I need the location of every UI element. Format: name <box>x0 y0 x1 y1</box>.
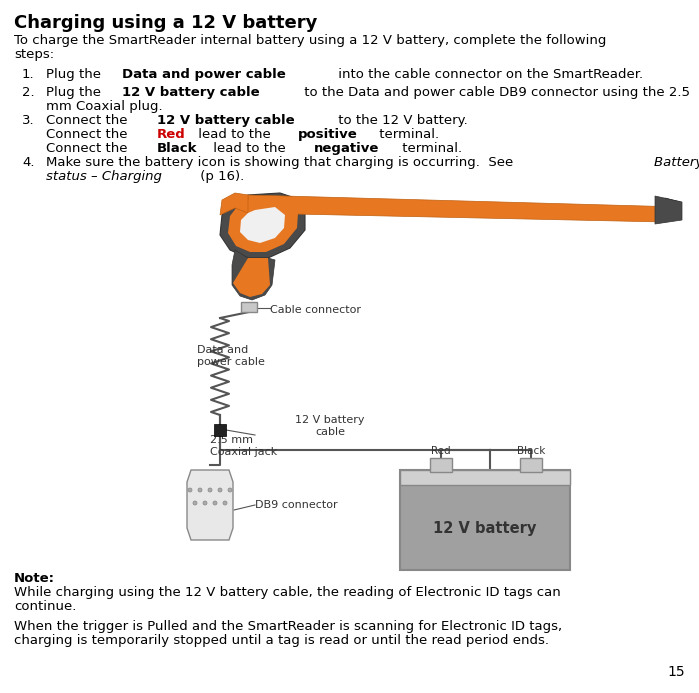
Circle shape <box>193 501 197 505</box>
Polygon shape <box>660 198 680 222</box>
Text: to the Data and power cable DB9 connector using the 2.5: to the Data and power cable DB9 connecto… <box>300 86 690 99</box>
Text: negative: negative <box>313 142 379 155</box>
Text: +: + <box>437 460 445 470</box>
Text: 12 V battery: 12 V battery <box>433 520 537 536</box>
Polygon shape <box>240 207 285 243</box>
Text: Connect the: Connect the <box>46 128 131 141</box>
Text: 4.: 4. <box>22 156 34 169</box>
Circle shape <box>218 488 222 492</box>
Text: steps:: steps: <box>14 48 54 61</box>
Bar <box>400 470 570 570</box>
Text: terminal.: terminal. <box>375 128 440 141</box>
Bar <box>400 470 570 485</box>
Text: Black: Black <box>517 446 545 456</box>
Polygon shape <box>220 193 305 258</box>
Circle shape <box>223 501 227 505</box>
Text: Data and power cable: Data and power cable <box>122 68 286 81</box>
Text: status – Charging: status – Charging <box>46 170 162 183</box>
Text: -: - <box>529 460 533 470</box>
Text: 1.: 1. <box>22 68 35 81</box>
Bar <box>430 458 452 472</box>
Polygon shape <box>248 195 680 222</box>
Text: 15: 15 <box>668 665 685 679</box>
Text: While charging using the 12 V battery cable, the reading of Electronic ID tags c: While charging using the 12 V battery ca… <box>14 586 561 599</box>
Text: Cable connector: Cable connector <box>270 305 361 315</box>
Text: DB9 connector: DB9 connector <box>255 500 338 510</box>
Polygon shape <box>655 196 682 224</box>
Polygon shape <box>233 258 270 297</box>
Text: Connect the: Connect the <box>46 142 131 155</box>
Text: To charge the SmartReader internal battery using a 12 V battery, complete the fo: To charge the SmartReader internal batte… <box>14 34 606 47</box>
Text: Data and
power cable: Data and power cable <box>197 345 265 367</box>
Text: 12 V battery cable: 12 V battery cable <box>122 86 260 99</box>
Text: continue.: continue. <box>14 600 76 613</box>
Circle shape <box>188 488 192 492</box>
Text: mm Coaxial plug.: mm Coaxial plug. <box>46 100 163 113</box>
Text: Red: Red <box>431 446 451 456</box>
Text: 2.: 2. <box>22 86 35 99</box>
Bar <box>214 424 226 436</box>
Text: Red: Red <box>157 128 185 141</box>
Text: 3.: 3. <box>22 114 35 127</box>
Text: (p 16).: (p 16). <box>196 170 244 183</box>
Text: 12 V battery
cable: 12 V battery cable <box>295 415 365 437</box>
Text: Connect the: Connect the <box>46 114 131 127</box>
Bar <box>520 458 542 472</box>
Circle shape <box>208 488 212 492</box>
Text: lead to the: lead to the <box>194 128 275 141</box>
Text: charging is temporarily stopped until a tag is read or until the read period end: charging is temporarily stopped until a … <box>14 634 549 647</box>
Text: Battery icon: Battery icon <box>654 156 699 169</box>
Text: terminal.: terminal. <box>398 142 462 155</box>
Text: into the cable connector on the SmartReader.: into the cable connector on the SmartRea… <box>333 68 643 81</box>
Circle shape <box>203 501 207 505</box>
Text: positive: positive <box>298 128 358 141</box>
Polygon shape <box>232 250 275 300</box>
Text: 2.5 mm
Coaxial jack: 2.5 mm Coaxial jack <box>210 435 278 457</box>
Circle shape <box>228 488 232 492</box>
Bar <box>241 302 257 312</box>
Text: Plug the: Plug the <box>46 68 106 81</box>
Text: Make sure the battery icon is showing that charging is occurring.  See: Make sure the battery icon is showing th… <box>46 156 517 169</box>
Circle shape <box>213 501 217 505</box>
Text: lead to the: lead to the <box>209 142 290 155</box>
Text: Plug the: Plug the <box>46 86 106 99</box>
Text: to the 12 V battery.: to the 12 V battery. <box>334 114 468 127</box>
Polygon shape <box>187 470 233 540</box>
Polygon shape <box>228 196 298 252</box>
Text: Note:: Note: <box>14 572 55 585</box>
Polygon shape <box>220 193 248 215</box>
Text: Charging using a 12 V battery: Charging using a 12 V battery <box>14 14 317 32</box>
Text: Black: Black <box>157 142 197 155</box>
Circle shape <box>198 488 202 492</box>
Text: 12 V battery cable: 12 V battery cable <box>157 114 294 127</box>
Text: When the trigger is Pulled and the SmartReader is scanning for Electronic ID tag: When the trigger is Pulled and the Smart… <box>14 620 562 633</box>
